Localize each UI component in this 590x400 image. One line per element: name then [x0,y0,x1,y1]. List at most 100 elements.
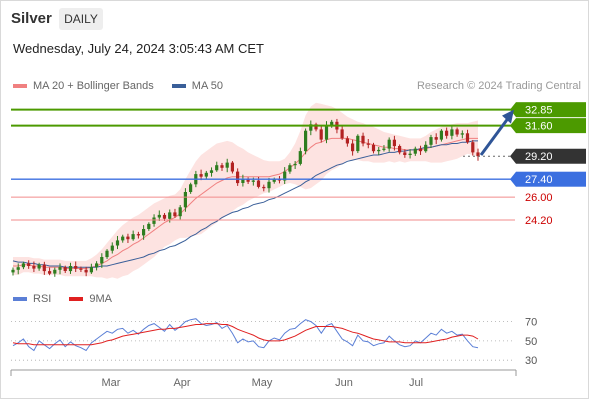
candle-body [476,152,480,157]
candle [21,261,25,270]
rsi-line [12,318,479,352]
candle [398,144,402,155]
candle-body [445,130,449,136]
candle-body [48,271,52,274]
candle [199,169,203,181]
level-label-27.40: 27.40 [525,174,553,186]
candle-body [84,269,88,273]
candle-body [246,179,250,182]
level-label-26.00: 26.00 [525,192,553,204]
candle-body [418,148,423,152]
candle-body [74,266,78,269]
candle [408,149,412,159]
candle [450,124,454,140]
forecast-arrow-head [502,109,514,124]
level-label-box-31.60 [516,118,586,134]
rsi-tick-label-30: 30 [525,355,537,367]
candle [121,234,125,243]
candle-body [377,149,381,152]
candle [371,142,376,154]
candle [110,242,114,254]
candle [220,162,224,171]
candle [465,129,470,144]
candle-body [152,217,156,224]
candle-body [126,236,130,240]
candle [79,266,83,273]
legend-item-rsi: RSI [13,293,51,305]
candle-body [183,192,187,208]
candle [173,208,177,218]
candle [126,233,130,243]
candle-body [319,129,323,140]
candle-body [429,137,433,145]
candle [471,139,475,156]
x-tick-label-jul: Jul [409,377,423,389]
candle-body [147,223,151,229]
candle [413,146,417,156]
candle [403,149,407,158]
candle [230,161,234,174]
candle [340,125,344,140]
candle [215,161,219,172]
level-label-24.20: 24.20 [525,215,553,227]
candle [304,128,308,155]
legend-swatch-ma50 [171,84,186,88]
candle-body [209,170,214,173]
candle [445,127,449,139]
candle-body [199,174,203,177]
level-label-box-29.20 [516,148,586,164]
candle [95,261,99,271]
candle [63,265,67,273]
candle-body [471,142,475,153]
candle-body [345,138,349,144]
candle [89,263,93,274]
candle [68,262,73,274]
candle-body [230,162,234,172]
x-tick-label-apr: Apr [173,377,190,389]
candle-body [424,144,428,152]
candle [288,163,292,174]
candle [48,267,52,276]
legend-item-9ma: 9MA [69,293,112,305]
candle [418,145,423,155]
candle [183,188,187,212]
legend-item-ma50: MA 50 [171,80,223,92]
candle-body [251,180,255,182]
candle [319,126,323,143]
candle-body [21,263,25,268]
timeframe-badge[interactable]: DAILY [59,8,103,30]
candle [136,231,140,239]
forecast-arrow-shaft [479,114,512,156]
candle-body [361,135,365,144]
candle [262,184,266,192]
candle [387,137,391,152]
candle [58,263,62,275]
candle-body [298,151,302,164]
candle-body [241,179,245,183]
candle [105,249,109,259]
candle [366,139,370,149]
candle [16,263,20,275]
instrument-title: Silver [11,10,52,27]
candle [209,167,214,177]
candle-body [324,125,329,140]
candle-body [262,186,266,189]
candle-body [16,267,20,270]
candle [460,130,464,139]
legend-swatch-9ma [69,297,84,301]
candle-body [168,212,172,219]
candle-body [136,234,140,236]
candle-body [42,264,46,272]
rsi-9ma-line [12,323,479,346]
candle-body [27,263,31,266]
level-label-pointer-27.40 [510,171,516,187]
candle-body [314,124,318,130]
rsi-legend: RSI 9MA [13,293,130,305]
candle [434,133,438,145]
candle-body [121,236,125,241]
candle [377,146,381,155]
candle [429,134,433,148]
candle [309,120,313,136]
candle [424,141,428,153]
bollinger-band [13,102,478,279]
